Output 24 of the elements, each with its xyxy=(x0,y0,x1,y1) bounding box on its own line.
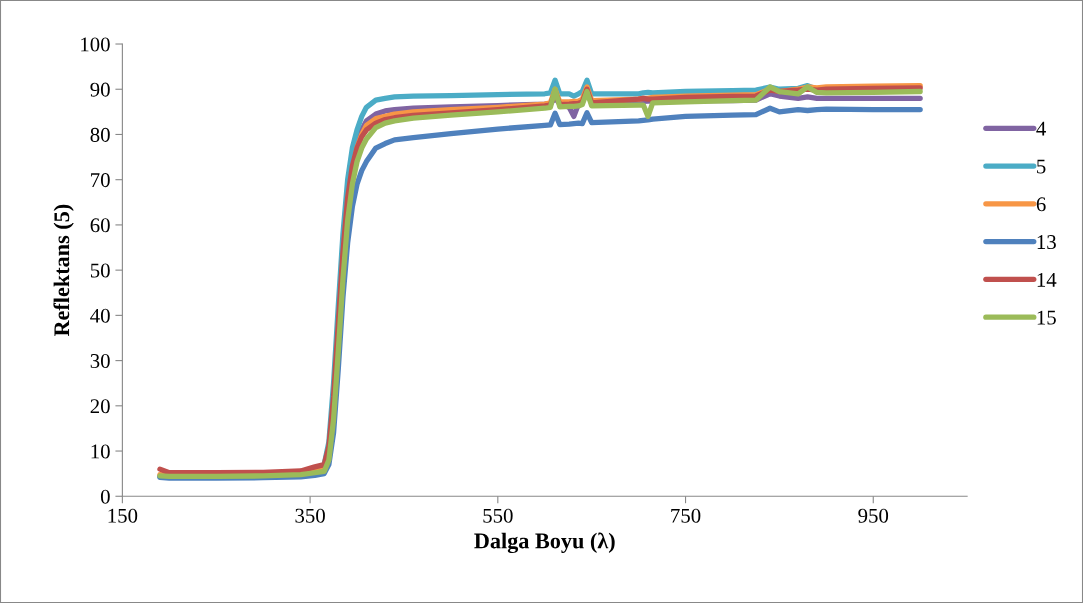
y-tick-label: 60 xyxy=(90,218,110,233)
y-axis-title: Reflektans (5) xyxy=(53,204,74,337)
legend-label: 5 xyxy=(1037,159,1046,174)
legend-label: 14 xyxy=(1037,272,1057,287)
y-tick-label: 20 xyxy=(90,399,110,414)
y-tick-label: 10 xyxy=(91,444,110,459)
y-tick-label: 100 xyxy=(81,37,110,52)
y-tick-label: 90 xyxy=(90,82,110,97)
legend-label: 6 xyxy=(1036,197,1046,212)
legend-label: 13 xyxy=(1037,235,1056,250)
legend-label: 15 xyxy=(1037,310,1056,325)
x-tick-label: 350 xyxy=(295,508,325,523)
x-tick-label: 150 xyxy=(108,508,138,523)
y-tick-label: 40 xyxy=(90,308,110,323)
y-tick-label: 0 xyxy=(100,489,110,504)
y-tick-label: 50 xyxy=(90,263,110,278)
x-tick-label: 950 xyxy=(858,508,889,523)
y-tick-label: 80 xyxy=(90,127,110,142)
legend-label: 4 xyxy=(1036,121,1046,136)
y-tick-label: 30 xyxy=(90,353,110,369)
x-axis-title: Dalga Boyu (λ) xyxy=(474,532,615,554)
x-tick-label: 750 xyxy=(671,508,701,523)
x-tick-label: 550 xyxy=(483,508,513,523)
y-tick-label: 70 xyxy=(91,173,110,188)
